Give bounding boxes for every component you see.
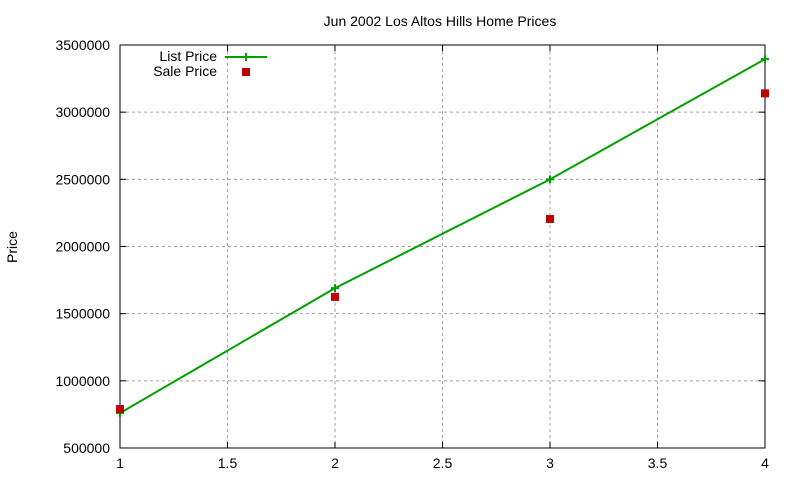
y-axis-ticks: 500000 1000000 1500000 2000000 2500000 300000… [55, 37, 765, 456]
y-tick-label: 1000000 [55, 373, 110, 389]
y-axis-label: Price [4, 231, 20, 263]
data-series [116, 55, 769, 418]
x-tick-label: 3 [546, 455, 554, 471]
y-tick-label: 3000000 [55, 104, 110, 120]
legend-cross-icon [242, 53, 250, 61]
sale-price-point [546, 214, 554, 223]
y-tick-label: 500000 [63, 440, 110, 456]
y-tick-label: 2500000 [55, 171, 110, 187]
grid-lines [120, 45, 765, 448]
plot-frame [119, 44, 766, 449]
x-tick-label: 1.5 [218, 455, 238, 471]
x-tick-label: 2 [331, 455, 339, 471]
sale-price-point [116, 405, 124, 414]
list-price-point [546, 175, 554, 184]
list-price-line [119, 58, 766, 414]
y-tick-label: 3500000 [55, 37, 110, 53]
legend-label-sale-price: Sale Price [153, 63, 217, 79]
list-price-point [331, 284, 339, 293]
x-tick-label: 2.5 [433, 455, 453, 471]
legend-square-icon [242, 68, 250, 76]
sale-price-point [331, 292, 339, 301]
x-tick-label: 4 [761, 455, 769, 471]
legend-label-list-price: List Price [159, 48, 217, 64]
legend: List Price Sale Price [153, 48, 267, 79]
list-price-point [761, 55, 769, 64]
chart-title: Jun 2002 Los Altos Hills Home Prices [324, 13, 557, 29]
sale-price-point [761, 89, 769, 98]
y-tick-label: 1500000 [55, 306, 110, 322]
y-tick-label: 2000000 [55, 239, 110, 255]
x-axis-ticks: 1 1.5 2 2.5 3 3.5 4 [116, 45, 769, 471]
x-tick-label: 1 [116, 455, 124, 471]
x-tick-label: 3.5 [648, 455, 668, 471]
